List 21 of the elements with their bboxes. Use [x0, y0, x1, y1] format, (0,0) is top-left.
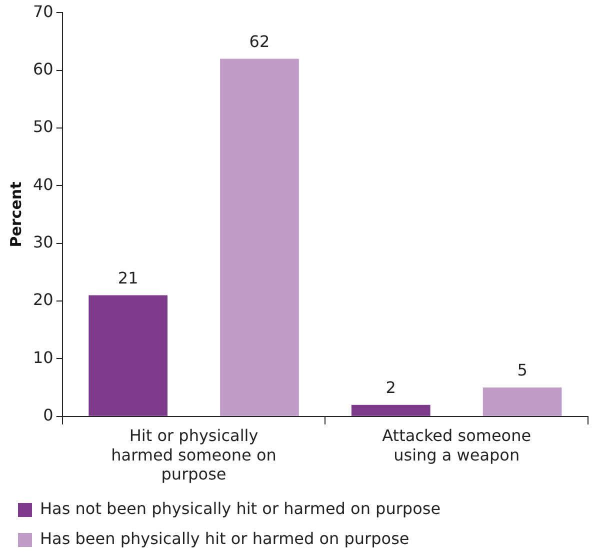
- legend-label: Has not been physically hit or harmed on purpose: [40, 499, 441, 518]
- data-label: 62: [249, 32, 270, 51]
- y-tick-label: 60: [33, 59, 54, 78]
- data-label: 2: [386, 378, 396, 398]
- bar: [482, 388, 562, 416]
- legend-label: Has been physically hit or harmed on purpose: [40, 529, 410, 548]
- y-tick-label: 30: [33, 232, 54, 252]
- data-label: 21: [118, 268, 138, 288]
- data-label: 5: [517, 360, 528, 380]
- x-tick-label: Hit or physically harmed someone on purpose: [111, 426, 276, 484]
- y-tick-label: 10: [33, 348, 54, 367]
- y-tick-label: 20: [33, 290, 54, 310]
- x-tick-label: Attacked someone using a weapon: [382, 426, 532, 464]
- y-tick-label: 50: [33, 117, 54, 136]
- y-axis-title: Percent: [6, 182, 25, 248]
- y-tick-label: 40: [33, 174, 54, 194]
- bar: [220, 58, 299, 416]
- y-tick-label: 0: [43, 406, 54, 425]
- y-tick-label: 70: [33, 2, 54, 21]
- bar: [88, 295, 168, 416]
- bar: [351, 404, 430, 416]
